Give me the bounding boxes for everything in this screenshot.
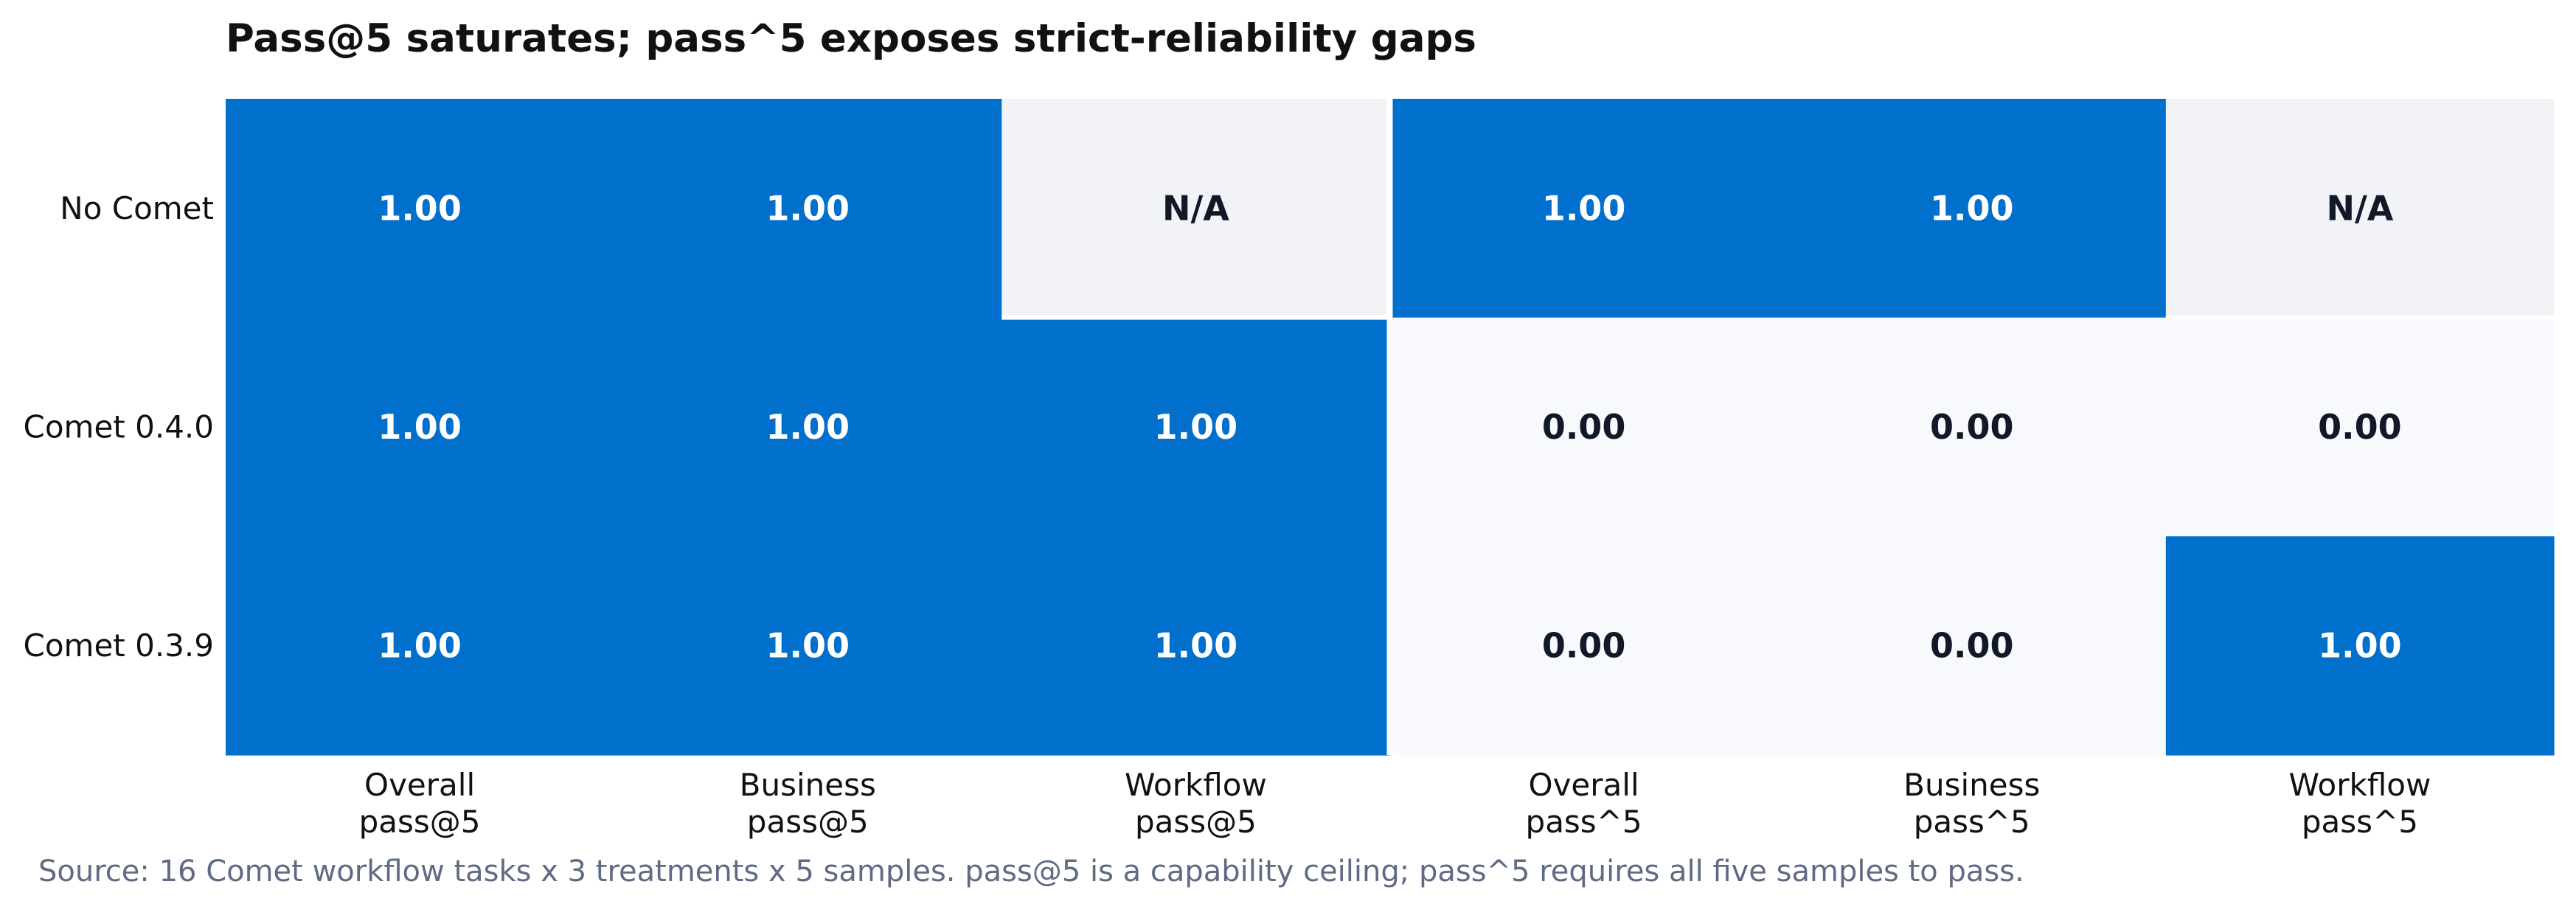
cell-value-label: 1.00	[378, 626, 462, 666]
cell-value-label: 0.00	[2318, 407, 2402, 447]
heatmap-cell	[1001, 536, 1391, 756]
heatmap-cell	[614, 536, 1002, 756]
column-label: Business pass@5	[740, 767, 876, 840]
cell-value-label: 0.00	[1930, 626, 2014, 666]
cell-value-label: N/A	[1162, 188, 1229, 228]
cell-value-label: 1.00	[378, 188, 462, 228]
cell-value-label: 1.00	[766, 407, 850, 447]
column-label: Business pass^5	[1903, 767, 2040, 840]
row-label: Comet 0.4.0	[24, 409, 214, 445]
heatmap-cell	[2165, 317, 2555, 537]
heatmap-cell	[226, 317, 614, 537]
cell-value-label: N/A	[2326, 188, 2393, 228]
column-label: Overall pass^5	[1526, 767, 1642, 840]
cell-value-label: 1.00	[2318, 626, 2402, 666]
heatmap-value-labels: 1.00 1.00 N/A 1.00 1.00 N/A 1.00 1.00 1.00 0.00 0.…	[378, 188, 2401, 665]
column-label: Workflow pass^5	[2288, 767, 2431, 840]
heatmap-cell	[1777, 317, 2167, 537]
cell-value-label: 1.00	[1542, 188, 1626, 228]
heatmap-cell	[1389, 99, 1779, 319]
cell-value-label: 1.00	[766, 626, 850, 666]
row-label: No Comet	[60, 190, 214, 226]
cell-value-label: 1.00	[378, 407, 462, 447]
heatmap-cell	[2165, 99, 2555, 319]
heatmap-cells	[226, 99, 2555, 756]
heatmap-cell	[1777, 99, 2167, 319]
heatmap-cell	[1001, 99, 1391, 319]
column-label: Overall pass@5	[359, 767, 481, 840]
row-label: Comet 0.3.9	[24, 627, 214, 664]
cell-value-label: 0.00	[1542, 407, 1626, 447]
row-labels: No Comet Comet 0.4.0 Comet 0.3.9	[24, 190, 214, 664]
heatmap-cell	[1777, 536, 2167, 756]
heatmap-cell	[1389, 536, 1779, 756]
heatmap-cell	[1001, 317, 1391, 537]
chart-title: Pass@5 saturates; pass^5 exposes strict-…	[226, 16, 1476, 61]
heatmap-cell	[2165, 536, 2555, 756]
column-label: Workflow pass@5	[1125, 767, 1267, 840]
cell-value-label: 1.00	[766, 188, 850, 228]
heatmap-cell	[614, 99, 1002, 319]
source-note: Source: 16 Comet workflow tasks x 3 trea…	[38, 855, 2024, 888]
cell-value-label: 1.00	[1930, 188, 2014, 228]
heatmap-cell	[226, 536, 614, 756]
heatmap-cell	[226, 99, 614, 319]
heatmap-cell	[614, 317, 1002, 537]
column-labels: Overall pass@5 Business pass@5 Workflow pass@…	[359, 767, 2431, 840]
cell-value-label: 0.00	[1542, 626, 1626, 666]
cell-value-label: 1.00	[1154, 626, 1238, 666]
heatmap-cell	[1389, 317, 1779, 537]
cell-value-label: 0.00	[1930, 407, 2014, 447]
cell-value-label: 1.00	[1154, 407, 1238, 447]
